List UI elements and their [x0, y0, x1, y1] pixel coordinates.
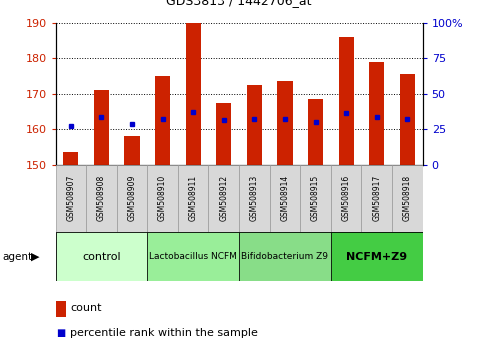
Bar [331, 232, 423, 281]
Bar [185, 23, 201, 165]
Text: GSM508913: GSM508913 [250, 175, 259, 221]
Text: GSM508911: GSM508911 [189, 175, 198, 221]
Text: GSM508915: GSM508915 [311, 175, 320, 221]
Bar [94, 90, 109, 165]
FancyBboxPatch shape [117, 165, 147, 232]
Text: NCFM+Z9: NCFM+Z9 [346, 252, 407, 262]
FancyBboxPatch shape [209, 165, 239, 232]
Text: Lactobacillus NCFM: Lactobacillus NCFM [149, 252, 237, 261]
FancyBboxPatch shape [56, 165, 86, 232]
FancyBboxPatch shape [239, 165, 270, 232]
FancyBboxPatch shape [300, 165, 331, 232]
Bar [125, 136, 140, 165]
Text: GSM508912: GSM508912 [219, 175, 228, 221]
Bar [339, 37, 354, 165]
Text: Bifidobacterium Z9: Bifidobacterium Z9 [242, 252, 328, 261]
Bar [155, 76, 170, 165]
Text: GDS3813 / 1442706_at: GDS3813 / 1442706_at [166, 0, 312, 7]
Text: count: count [70, 303, 101, 313]
Text: GSM508914: GSM508914 [281, 175, 289, 221]
FancyBboxPatch shape [147, 165, 178, 232]
Text: GSM508908: GSM508908 [97, 175, 106, 221]
Bar [400, 74, 415, 165]
Text: GSM508917: GSM508917 [372, 175, 381, 221]
FancyBboxPatch shape [392, 165, 423, 232]
Text: percentile rank within the sample: percentile rank within the sample [70, 328, 258, 338]
Text: GSM508907: GSM508907 [66, 175, 75, 222]
Text: ▶: ▶ [30, 252, 39, 262]
Bar [56, 232, 147, 281]
Bar [369, 62, 384, 165]
Bar [308, 99, 323, 165]
FancyBboxPatch shape [270, 165, 300, 232]
Text: GSM508918: GSM508918 [403, 175, 412, 221]
FancyBboxPatch shape [331, 165, 361, 232]
Bar [63, 152, 78, 165]
Text: GSM508910: GSM508910 [158, 175, 167, 221]
FancyBboxPatch shape [361, 165, 392, 232]
Text: agent: agent [2, 252, 32, 262]
Text: ■: ■ [56, 328, 66, 338]
Text: GSM508909: GSM508909 [128, 175, 137, 222]
Bar [147, 232, 239, 281]
Bar [277, 81, 293, 165]
Bar [216, 103, 231, 165]
Text: GSM508916: GSM508916 [341, 175, 351, 221]
Bar [247, 85, 262, 165]
FancyBboxPatch shape [86, 165, 117, 232]
Bar [239, 232, 331, 281]
Text: control: control [82, 252, 121, 262]
FancyBboxPatch shape [178, 165, 209, 232]
